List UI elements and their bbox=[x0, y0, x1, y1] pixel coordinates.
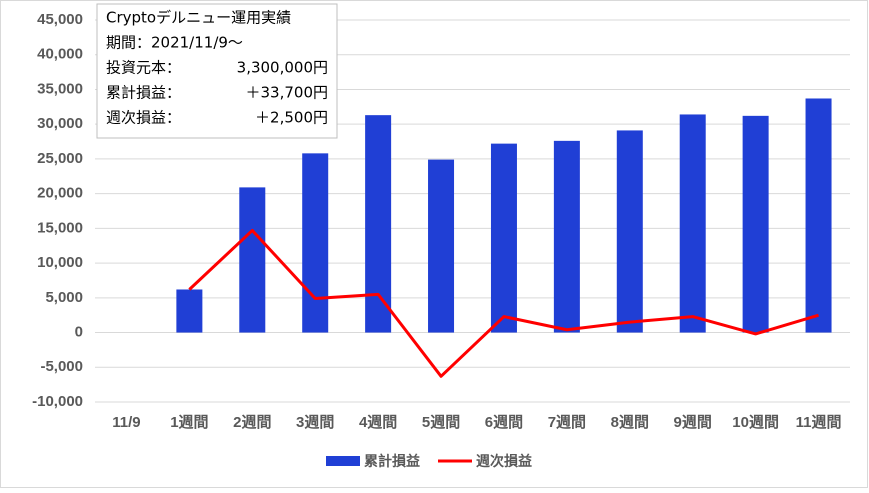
y-tick-label: 10,000 bbox=[37, 254, 83, 271]
bar bbox=[490, 143, 517, 333]
y-tick-label: -5,000 bbox=[40, 358, 83, 375]
x-tick-label: 7週間 bbox=[548, 414, 586, 431]
bar bbox=[176, 289, 203, 333]
x-tick-label: 11週間 bbox=[796, 414, 842, 431]
x-tick-label: 6週間 bbox=[485, 414, 523, 431]
x-tick-label: 11/9 bbox=[112, 414, 140, 431]
x-tick-label: 2週間 bbox=[233, 414, 271, 431]
annotation-text: 週次損益： bbox=[106, 109, 181, 127]
legend-swatch bbox=[326, 456, 360, 466]
annotation-text: 投資元本： bbox=[106, 59, 181, 77]
y-tick-label: 5,000 bbox=[45, 289, 83, 306]
y-tick-label: -10,000 bbox=[32, 393, 83, 410]
line bbox=[188, 228, 819, 378]
bar bbox=[428, 159, 455, 333]
x-tick-label: 10週間 bbox=[732, 414, 779, 431]
y-tick-label: 30,000 bbox=[37, 115, 83, 132]
x-tick-label: 8週間 bbox=[611, 414, 649, 431]
legend-label: 累計損益 bbox=[364, 453, 420, 470]
x-tick-label: 4週間 bbox=[359, 414, 397, 431]
x-tick-label: 9週間 bbox=[674, 414, 712, 431]
annotation-value: ＋2,500円 bbox=[255, 109, 328, 127]
bar bbox=[302, 153, 329, 333]
x-tick-label: 3週間 bbox=[296, 414, 334, 431]
bar bbox=[365, 115, 392, 333]
bar bbox=[553, 140, 580, 333]
y-tick-label: 20,000 bbox=[37, 185, 83, 202]
y-tick-label: 40,000 bbox=[37, 46, 83, 63]
annotation-text: Cryptoデルニュー運用実績 bbox=[106, 9, 291, 27]
annotation-text: 累計損益： bbox=[106, 84, 181, 102]
annotation-value: ＋33,700円 bbox=[246, 84, 329, 102]
bar bbox=[742, 115, 769, 333]
y-tick-label: 0 bbox=[75, 324, 83, 341]
legend-label: 週次損益 bbox=[476, 453, 532, 470]
y-tick-label: 15,000 bbox=[37, 219, 83, 236]
y-tick-label: 35,000 bbox=[37, 80, 83, 97]
bar bbox=[616, 130, 643, 333]
x-tick-label: 5週間 bbox=[422, 414, 460, 431]
bar bbox=[805, 98, 832, 333]
y-tick-label: 25,000 bbox=[37, 150, 83, 167]
annotation-box bbox=[96, 3, 338, 139]
x-tick-label: 1週間 bbox=[170, 414, 208, 431]
annotation-value: 3,300,000円 bbox=[237, 59, 328, 77]
y-tick-label: 45,000 bbox=[37, 11, 83, 28]
bar bbox=[239, 187, 266, 333]
bar bbox=[679, 114, 706, 333]
annotation-text: 期間：2021/11/9～ bbox=[106, 34, 243, 52]
